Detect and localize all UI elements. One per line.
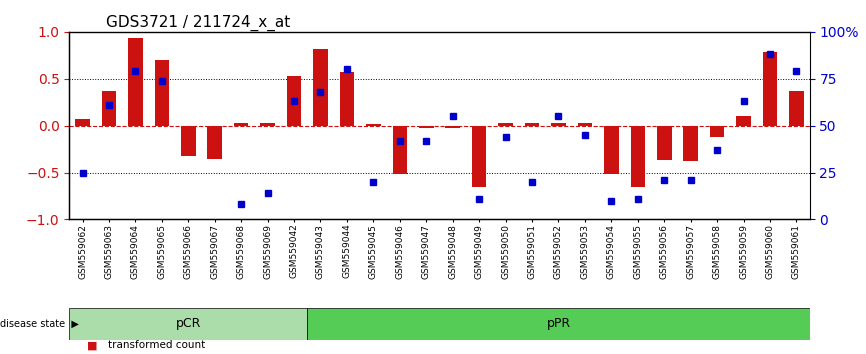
Bar [710, 126, 725, 137]
Bar [445, 126, 460, 129]
Bar [261, 123, 275, 126]
Bar [789, 91, 804, 126]
Text: GDS3721 / 211724_x_at: GDS3721 / 211724_x_at [107, 14, 291, 30]
Bar [683, 126, 698, 161]
Bar [525, 123, 540, 126]
Bar [313, 49, 327, 126]
Bar [208, 126, 222, 159]
Bar [392, 126, 407, 175]
Bar [657, 126, 671, 160]
Bar [181, 126, 196, 156]
Bar [763, 52, 778, 126]
Bar [234, 123, 249, 126]
Bar [472, 126, 487, 187]
Bar [736, 116, 751, 126]
Bar [101, 91, 116, 126]
Bar [287, 76, 301, 126]
Text: transformed count: transformed count [108, 341, 205, 350]
Bar [366, 124, 381, 126]
Bar [498, 123, 513, 126]
Text: pCR: pCR [176, 318, 201, 330]
Text: ■: ■ [87, 341, 97, 350]
Bar [630, 126, 645, 187]
Bar [128, 39, 143, 126]
FancyBboxPatch shape [69, 308, 307, 340]
Bar [604, 126, 618, 175]
Bar [552, 123, 565, 126]
Text: pPR: pPR [546, 318, 571, 330]
Bar [339, 72, 354, 126]
Bar [75, 119, 90, 126]
Text: disease state  ▶: disease state ▶ [0, 319, 79, 329]
FancyBboxPatch shape [307, 308, 810, 340]
Bar [419, 126, 434, 127]
Bar [154, 60, 169, 126]
Bar [578, 123, 592, 126]
